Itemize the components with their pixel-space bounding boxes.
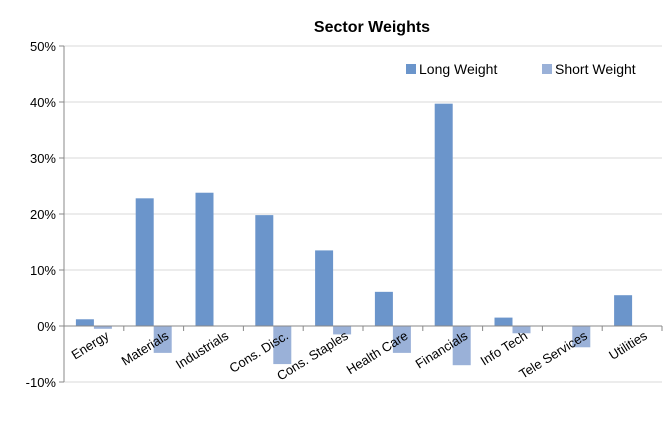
y-tick-label: 30% xyxy=(30,151,56,166)
y-tick-label: 10% xyxy=(30,263,56,278)
bar-long-cons-disc xyxy=(255,215,274,326)
axes xyxy=(59,45,663,383)
x-tick-label: Info Tech xyxy=(478,328,530,369)
bar-short-energy xyxy=(93,326,112,329)
bar-long-cons-staples xyxy=(315,250,334,326)
legend-swatch-short xyxy=(542,64,552,74)
x-tick-label: Utilities xyxy=(606,328,650,363)
bar-long-financials xyxy=(434,103,453,327)
gridlines xyxy=(64,45,662,383)
bar-short-financials xyxy=(452,326,471,366)
bar-short-health-care xyxy=(392,326,411,353)
bar-long-industrials xyxy=(195,192,214,326)
x-tick-label: Tele Services xyxy=(516,328,590,382)
x-tick-label: Energy xyxy=(69,328,112,363)
legend-label-long: Long Weight xyxy=(419,61,497,77)
y-tick-label: -10% xyxy=(26,375,57,390)
bar-long-info-tech xyxy=(494,317,513,326)
bar-short-info-tech xyxy=(512,326,531,334)
y-tick-label: 0% xyxy=(37,319,56,334)
y-tick-label: 20% xyxy=(30,207,56,222)
bar-long-health-care xyxy=(374,291,393,326)
y-tick-label: 40% xyxy=(30,95,56,110)
bar-short-cons-staples xyxy=(333,326,352,335)
bar-short-cons-disc xyxy=(273,326,292,365)
chart-title: Sector Weights xyxy=(314,19,430,36)
y-tick-label: 50% xyxy=(30,39,56,54)
bar-long-materials xyxy=(135,198,154,326)
bar-short-materials xyxy=(153,326,172,353)
bar-long-energy xyxy=(75,319,94,326)
legend-swatch-long xyxy=(406,64,416,74)
bar-long-utilities xyxy=(614,295,633,326)
y-axis-tick-labels: -10% 0% 10% 20% 30% 40% 50% xyxy=(26,39,57,390)
legend-label-short: Short Weight xyxy=(555,61,636,77)
bar-short-tele-services xyxy=(572,326,591,348)
legend: Long Weight Short Weight xyxy=(406,61,636,77)
bars xyxy=(75,103,633,366)
x-tick-label: Industrials xyxy=(173,328,232,372)
